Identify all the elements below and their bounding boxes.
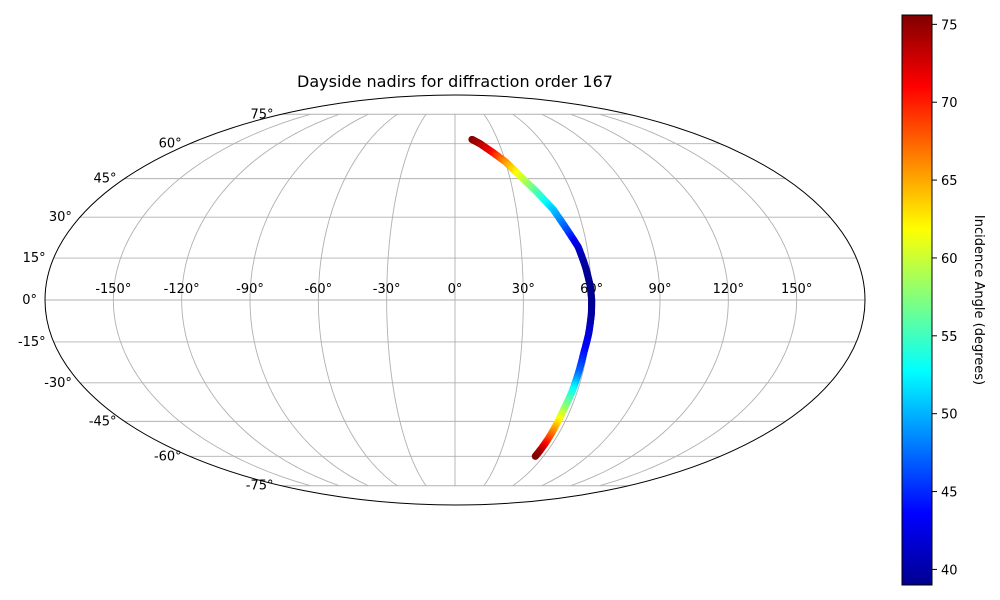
lat-tick-label: 60° [159, 137, 182, 152]
lat-tick-label: -30° [44, 376, 72, 391]
lat-tick-label: 45° [94, 172, 117, 187]
lat-tick-label: 15° [23, 251, 46, 266]
lon-tick-label: -120° [164, 282, 200, 297]
colorbar-tick-label: 60 [941, 252, 958, 267]
colorbar-label: Incidence Angle (degrees) [971, 215, 986, 385]
lat-tick-label: -75° [246, 479, 274, 494]
lon-tick-label: -60° [304, 282, 332, 297]
lat-tick-label: -60° [154, 449, 182, 464]
data-point [531, 452, 539, 460]
colorbar-tick-label: 40 [941, 563, 958, 578]
map-boundary [44, 94, 866, 506]
colorbar-tick-label: 45 [941, 486, 958, 501]
colorbar-tick-label: 75 [941, 18, 958, 33]
lon-tick-label: -150° [95, 282, 131, 297]
lon-tick-label: -90° [236, 282, 264, 297]
lat-tick-label: -15° [18, 335, 46, 350]
chart-title: Dayside nadirs for diffraction order 167 [297, 72, 613, 91]
lon-tick-label: 30° [512, 282, 535, 297]
data-points [468, 135, 596, 460]
colorbar-tick-label: 55 [941, 330, 958, 345]
tick-labels: -150° -120° -90° -60° -30° 0° 30° 60° 90° 120° 150… [18, 107, 812, 493]
lat-tick-label: 0° [22, 293, 37, 308]
lat-tick-label: -45° [89, 414, 117, 429]
colorbar: 40 45 50 55 60 65 70 75 Incidence Angle (degree… [901, 14, 986, 586]
colorbar-ticks: 40 45 50 55 60 65 70 75 [932, 18, 958, 578]
lon-tick-label: 0° [448, 282, 463, 297]
lat-tick-label: 75° [250, 107, 273, 122]
colorbar-tick-label: 70 [941, 96, 958, 111]
colorbar-tick-label: 65 [941, 174, 958, 189]
lat-tick-label: 30° [49, 210, 72, 225]
lon-tick-label: 150° [781, 282, 812, 297]
lon-tick-label: 90° [648, 282, 671, 297]
map-grid [45, 113, 865, 487]
lon-tick-label: -30° [373, 282, 401, 297]
colorbar-tick-label: 50 [941, 408, 958, 423]
colorbar-gradient [901, 14, 933, 586]
lon-tick-label: 120° [713, 282, 744, 297]
